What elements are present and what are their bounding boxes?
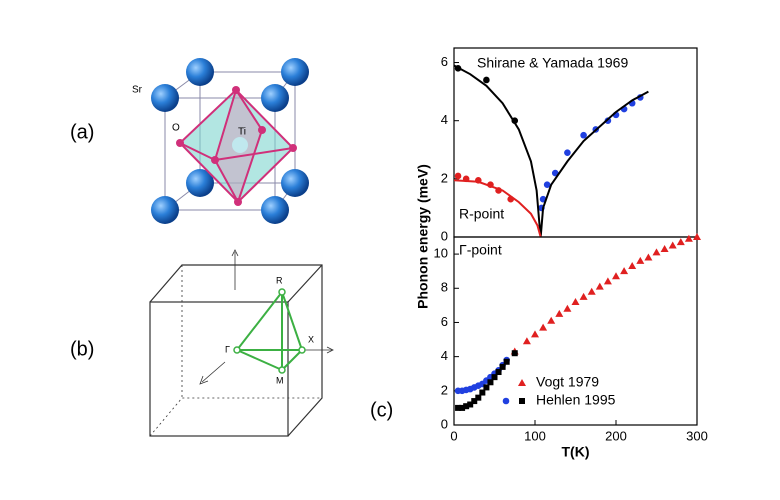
y-tick-label: 2 bbox=[441, 170, 448, 185]
y-tick-label: 6 bbox=[441, 314, 448, 329]
plot-frame bbox=[453, 236, 698, 426]
point bbox=[644, 253, 653, 261]
legend-marker bbox=[519, 398, 525, 404]
point bbox=[587, 287, 596, 295]
point bbox=[475, 394, 482, 401]
point bbox=[595, 282, 604, 290]
point bbox=[471, 398, 478, 405]
point bbox=[676, 238, 685, 246]
x-tick-label: 0 bbox=[450, 428, 457, 443]
annotation: Shirane & Yamada 1969 bbox=[477, 55, 628, 71]
point bbox=[571, 297, 580, 305]
atom-label: Ti bbox=[238, 127, 246, 138]
point bbox=[487, 379, 494, 386]
y-tick-label: 10 bbox=[434, 246, 448, 261]
legend-marker bbox=[518, 379, 526, 386]
atom-label: Sr bbox=[132, 85, 143, 96]
point bbox=[620, 267, 629, 275]
point bbox=[603, 277, 612, 285]
crystal-structure bbox=[151, 58, 309, 224]
point bbox=[628, 262, 637, 270]
point bbox=[479, 389, 486, 396]
y-tick-label: 0 bbox=[441, 228, 448, 243]
point bbox=[539, 323, 548, 331]
point bbox=[495, 369, 502, 376]
fit-line bbox=[453, 179, 542, 238]
point bbox=[455, 404, 462, 411]
point-label: M bbox=[276, 375, 284, 385]
legend-label: Vogt 1979 bbox=[536, 374, 599, 390]
point bbox=[463, 403, 470, 410]
y-tick-label: 6 bbox=[441, 54, 448, 69]
panel-label: (a) bbox=[70, 121, 94, 143]
point bbox=[660, 244, 669, 252]
y-tick-label: 4 bbox=[441, 112, 448, 127]
point-label: Γ bbox=[225, 344, 230, 354]
point bbox=[531, 330, 539, 338]
y-tick-label: 2 bbox=[441, 382, 448, 397]
point bbox=[503, 358, 510, 365]
legend-label: Hehlen 1995 bbox=[536, 392, 616, 408]
point bbox=[511, 350, 518, 357]
point bbox=[491, 374, 498, 381]
point bbox=[499, 363, 506, 370]
point bbox=[483, 76, 490, 84]
point bbox=[467, 401, 474, 408]
point bbox=[555, 309, 564, 317]
legend-marker bbox=[502, 397, 510, 405]
point bbox=[522, 337, 531, 345]
point bbox=[454, 172, 462, 180]
annotation: Γ-point bbox=[459, 242, 502, 258]
point bbox=[547, 316, 556, 324]
panel-label: (c) bbox=[370, 399, 393, 421]
point bbox=[483, 384, 490, 391]
x-axis-label: T(K) bbox=[562, 444, 590, 460]
point bbox=[543, 181, 551, 188]
point-label: X bbox=[308, 334, 314, 344]
point bbox=[612, 272, 620, 280]
x-tick-label: 300 bbox=[686, 428, 708, 443]
x-tick-label: 100 bbox=[524, 428, 546, 443]
y-tick-label: 8 bbox=[441, 280, 448, 295]
atom-label: O bbox=[172, 123, 180, 134]
point bbox=[580, 131, 587, 139]
y-tick-label: 0 bbox=[441, 416, 448, 431]
point bbox=[551, 169, 559, 177]
point bbox=[563, 304, 572, 312]
point bbox=[564, 149, 571, 156]
brillouin-zone bbox=[149, 249, 334, 437]
point bbox=[684, 234, 693, 242]
point bbox=[693, 233, 701, 240]
point bbox=[652, 248, 661, 256]
point bbox=[636, 256, 645, 264]
x-tick-label: 200 bbox=[605, 428, 627, 443]
point bbox=[668, 241, 677, 249]
point bbox=[579, 292, 588, 300]
annotation: R-point bbox=[459, 206, 504, 222]
panel-label: (b) bbox=[70, 338, 94, 360]
y-tick-label: 4 bbox=[441, 348, 448, 363]
point bbox=[459, 404, 466, 411]
y-axis-label: Phonon energy (meV) bbox=[415, 164, 431, 309]
point-label: R bbox=[276, 275, 283, 285]
